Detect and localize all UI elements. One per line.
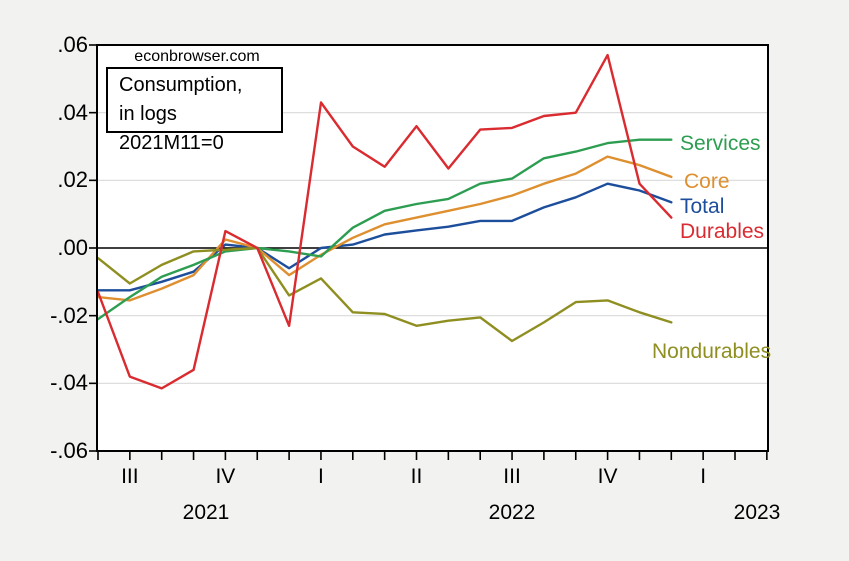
- annotation-line1: Consumption,: [119, 74, 243, 96]
- watermark-econbrowser: econbrowser.com: [134, 48, 260, 65]
- y-axis-label: -.04: [50, 370, 88, 396]
- series-label-nondurables: Nondurables: [652, 340, 772, 363]
- x-axis-year-label: 2023: [733, 501, 781, 524]
- plot-border: [96, 44, 769, 452]
- y-axis-label: .04: [57, 99, 88, 125]
- x-axis-quarter-label: II: [410, 465, 423, 488]
- x-axis-quarter-label: IV: [215, 465, 236, 488]
- series-line-core: [96, 155, 673, 302]
- x-axis-quarter-label: IV: [597, 465, 618, 488]
- series-line-nondurables: [96, 246, 673, 343]
- x-axis-quarter-label: III: [503, 465, 521, 488]
- series-line-total: [96, 182, 673, 292]
- x-axis-year-label: 2022: [488, 501, 536, 524]
- x-axis-quarter-label: III: [121, 465, 139, 488]
- annotation-box: Consumption, in logs 2021M11=0: [106, 67, 283, 154]
- y-axis-label: -.06: [50, 438, 88, 463]
- x-axis-quarter-label: I: [318, 465, 324, 488]
- series-line-services: [96, 138, 673, 321]
- x-axis-year-label: 2021: [182, 501, 230, 524]
- y-axis-label: .02: [57, 167, 88, 193]
- annotation-line2: in logs 2021M11=0: [119, 103, 224, 154]
- series-label-core: Core: [684, 170, 730, 193]
- x-axis-quarter-label: I: [700, 465, 707, 488]
- series-label-durables: Durables: [680, 220, 765, 243]
- y-axis-label: -.02: [50, 302, 88, 328]
- series-label-services: Services: [680, 132, 761, 155]
- series-line-durables: [96, 53, 673, 390]
- y-axis-label: .00: [57, 235, 88, 260]
- y-axis-label: .06: [57, 32, 88, 57]
- series-label-total: Total: [680, 195, 725, 218]
